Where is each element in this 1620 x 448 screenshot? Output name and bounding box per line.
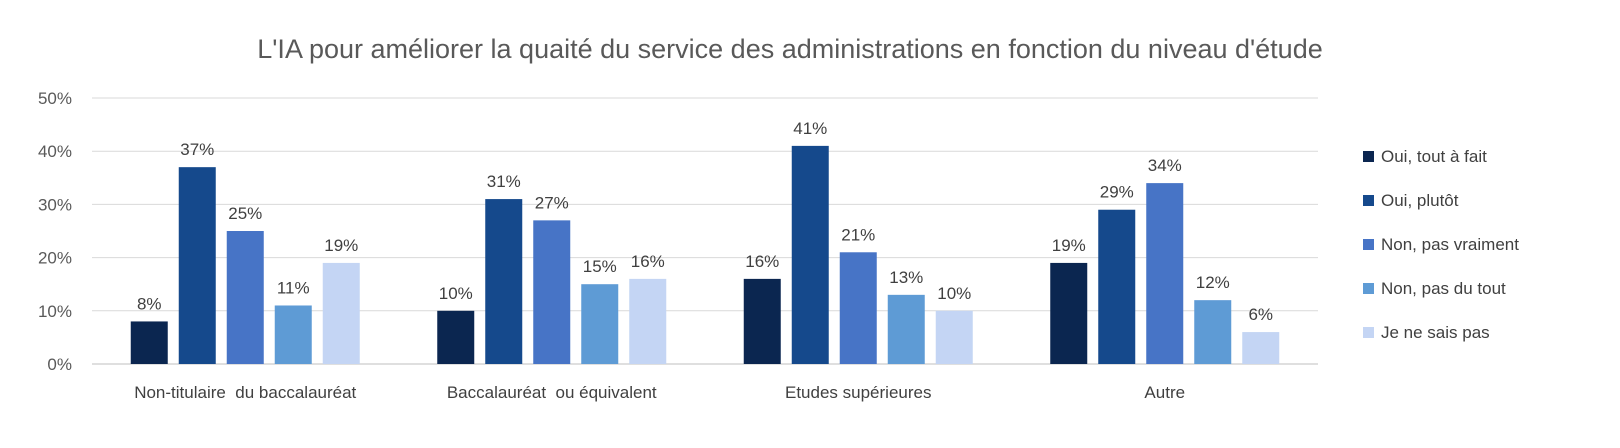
data-label: 19% [324,236,358,255]
bars [130,145,1280,364]
data-label: 37% [180,140,214,159]
bar [629,278,667,364]
data-label: 16% [631,252,665,271]
legend-swatch [1363,327,1374,338]
bar [791,145,829,364]
y-tick-label: 0% [47,355,72,374]
bar [935,310,973,364]
data-label: 29% [1100,183,1134,202]
legend: Oui, tout à fait Oui, plutôt Non, pas vrai… [1363,147,1519,342]
data-label: 19% [1052,236,1086,255]
bar [533,220,571,364]
bar [839,252,877,364]
data-label: 10% [439,284,473,303]
data-label: 15% [583,257,617,276]
data-label: 25% [228,204,262,223]
bar [1050,262,1088,364]
bar [1242,332,1280,364]
bar [1194,300,1232,364]
legend-label: Je ne sais pas [1381,323,1490,342]
legend-label: Oui, plutôt [1381,191,1459,210]
legend-label: Non, pas vraiment [1381,235,1519,254]
bar [581,284,619,364]
bar [887,294,925,364]
bar [485,199,523,364]
data-label: 31% [487,172,521,191]
data-label: 11% [277,278,310,297]
data-label: 16% [745,252,779,271]
y-tick-label: 30% [38,195,72,214]
bar [1098,209,1136,364]
data-labels: 8% 37% 25% 11% 19% 10% 31% 27% 15% 16% 16% 41% 21% 13… [137,119,1273,324]
data-label: 12% [1196,273,1230,292]
y-tick-label: 10% [38,302,72,321]
legend-swatch [1363,195,1374,206]
x-axis-categories: Non-titulaire du baccalauréat Baccalauréa… [134,383,1185,402]
bar [274,305,312,364]
y-axis-ticks: 0% 10% 20% 30% 40% 50% [38,89,72,374]
x-category-label: Baccalauréat ou équivalent [447,383,657,402]
bar [226,231,264,364]
bar [743,278,781,364]
bar [437,310,475,364]
legend-swatch [1363,283,1374,294]
chart-title: L'IA pour améliorer la quaité du service… [257,34,1322,64]
data-label: 10% [937,284,971,303]
bar [130,321,168,364]
bar [322,262,360,364]
y-tick-label: 20% [38,249,72,268]
x-category-label: Etudes supérieures [785,383,931,402]
y-tick-label: 40% [38,142,72,161]
data-label: 13% [889,268,923,287]
x-category-label: Autre [1144,383,1185,402]
data-label: 8% [137,294,162,313]
data-label: 27% [535,193,569,212]
legend-swatch [1363,239,1374,250]
bar [1146,183,1184,364]
data-label: 34% [1148,156,1182,175]
legend-swatch [1363,151,1374,162]
data-label: 21% [841,225,875,244]
x-category-label: Non-titulaire du baccalauréat [134,383,356,402]
data-label: 6% [1248,305,1273,324]
legend-label: Oui, tout à fait [1381,147,1487,166]
legend-label: Non, pas du tout [1381,279,1506,298]
y-tick-label: 50% [38,89,72,108]
data-label: 41% [793,119,827,138]
bar [178,167,216,364]
